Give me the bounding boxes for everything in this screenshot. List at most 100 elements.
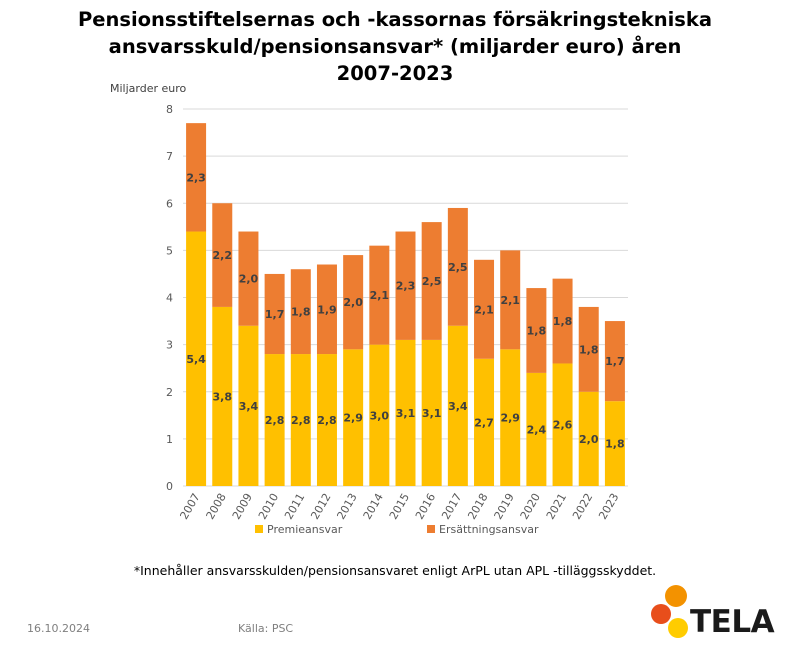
data-label-premieansvar: 2,8 [291, 414, 311, 427]
x-tick-label: 2023 [596, 491, 621, 522]
bar-premieansvar [186, 231, 207, 486]
data-label-premieansvar: 5,4 [186, 353, 206, 366]
x-tick-label: 2011 [282, 491, 307, 522]
chart-title-line-2: ansvarsskuld/pensionsansvar* (miljarder … [108, 35, 682, 58]
bar-ersattningsansvar [526, 288, 547, 373]
data-label-premieansvar: 3,8 [213, 390, 233, 403]
chart-title: Pensionsstiftelsernas och -kassornas för… [0, 6, 790, 87]
x-tick-label: 2022 [570, 491, 595, 522]
x-tick-label: 2013 [334, 491, 359, 522]
bar-premieansvar [526, 372, 547, 486]
data-label-ersattningsansvar: 2,1 [370, 289, 390, 302]
x-tick-label: 2019 [492, 491, 517, 522]
data-label-premieansvar: 2,8 [265, 414, 285, 427]
data-label-ersattningsansvar: 2,1 [500, 294, 520, 307]
y-tick-label: 3 [166, 339, 173, 352]
bar-ersattningsansvar [395, 231, 416, 340]
tela-logo: TELA [648, 582, 775, 642]
bar-premieansvar [447, 325, 468, 486]
tela-logo-icon [651, 585, 688, 638]
bar-ersattningsansvar [578, 306, 599, 392]
bar-premieansvar [264, 354, 285, 486]
bar-ersattningsansvar [421, 222, 442, 340]
bar-ersattningsansvar [212, 203, 233, 307]
x-tick-label: 2007 [177, 491, 202, 522]
bar-ersattningsansvar [238, 231, 259, 326]
legend-swatch-premieansvar [255, 525, 263, 533]
chart-title-line-1: Pensionsstiftelsernas och -kassornas för… [77, 8, 713, 31]
data-label-premieansvar: 2,0 [579, 433, 599, 446]
bar-ersattningsansvar [500, 250, 521, 350]
bar-premieansvar [369, 344, 390, 486]
source-label: Källa: PSC [238, 622, 294, 635]
x-tick-label: 2012 [308, 491, 333, 522]
data-label-premieansvar: 2,6 [553, 419, 573, 432]
x-tick-label: 2008 [204, 491, 229, 522]
logo-text: TELA [690, 604, 775, 640]
legend-label-premieansvar: Premieansvar [267, 523, 343, 536]
data-label-ersattningsansvar: 2,3 [396, 280, 416, 293]
data-label-ersattningsansvar: 1,8 [553, 315, 573, 328]
x-tick-label: 2014 [361, 491, 386, 522]
y-tick-label: 4 [166, 292, 173, 305]
bar-premieansvar [604, 401, 625, 486]
bar-premieansvar [238, 325, 259, 486]
bar-premieansvar [500, 349, 521, 486]
data-label-ersattningsansvar: 1,8 [579, 343, 599, 356]
bar-ersattningsansvar [343, 255, 364, 350]
data-label-premieansvar: 2,9 [343, 412, 363, 425]
data-label-premieansvar: 3,1 [396, 407, 416, 420]
data-label-premieansvar: 3,1 [422, 407, 442, 420]
bar-premieansvar [212, 306, 233, 486]
data-label-ersattningsansvar: 1,8 [291, 306, 311, 319]
data-label-premieansvar: 2,4 [527, 423, 547, 436]
x-tick-label: 2018 [465, 491, 490, 522]
y-tick-label: 2 [166, 386, 173, 399]
x-tick-label: 2009 [230, 491, 255, 522]
data-label-ersattningsansvar: 1,8 [527, 324, 547, 337]
bar-premieansvar [552, 363, 573, 486]
bar-premieansvar [578, 391, 599, 486]
legend-swatch-ersattningsansvar [427, 525, 435, 533]
bar-premieansvar [395, 339, 416, 486]
y-tick-label: 7 [166, 150, 173, 163]
data-label-ersattningsansvar: 2,0 [239, 273, 259, 286]
data-label-ersattningsansvar: 2,2 [213, 249, 233, 262]
data-label-ersattningsansvar: 2,0 [343, 296, 363, 309]
bar-ersattningsansvar [290, 269, 311, 355]
data-label-ersattningsansvar: 1,9 [317, 303, 337, 316]
y-tick-label: 6 [166, 197, 173, 210]
x-tick-label: 2017 [439, 491, 464, 522]
bar-ersattningsansvar [316, 264, 337, 355]
y-axis-title: Miljarder euro [110, 82, 187, 95]
x-tick-label: 2021 [544, 491, 569, 522]
bar-ersattningsansvar [186, 123, 207, 232]
data-label-premieansvar: 2,9 [500, 412, 520, 425]
data-label-premieansvar: 1,8 [605, 438, 625, 451]
bar-ersattningsansvar [447, 207, 468, 326]
data-label-premieansvar: 2,7 [474, 416, 494, 429]
bar-premieansvar [421, 339, 442, 486]
data-label-ersattningsansvar: 1,7 [265, 308, 285, 321]
bar-ersattningsansvar [474, 259, 495, 359]
data-label-premieansvar: 3,0 [370, 409, 390, 422]
footnote: *Innehåller ansvarsskulden/pensionsansva… [133, 563, 657, 578]
y-tick-label: 0 [166, 480, 173, 493]
x-tick-label: 2020 [518, 491, 543, 522]
data-label-ersattningsansvar: 2,3 [186, 171, 206, 184]
y-tick-label: 5 [166, 244, 173, 257]
data-label-ersattningsansvar: 2,5 [422, 275, 442, 288]
data-label-premieansvar: 2,8 [317, 414, 337, 427]
x-tick-label: 2015 [387, 491, 412, 522]
bar-ersattningsansvar [552, 278, 573, 364]
bar-ersattningsansvar [264, 273, 285, 355]
date-label: 16.10.2024 [27, 622, 90, 635]
data-label-ersattningsansvar: 1,7 [605, 355, 625, 368]
y-tick-label: 8 [166, 103, 173, 116]
y-tick-label: 1 [166, 433, 173, 446]
data-label-ersattningsansvar: 2,5 [448, 261, 468, 274]
bar-premieansvar [316, 354, 337, 486]
x-tick-label: 2010 [256, 491, 281, 522]
bar-premieansvar [474, 358, 495, 486]
bar-premieansvar [290, 354, 311, 486]
